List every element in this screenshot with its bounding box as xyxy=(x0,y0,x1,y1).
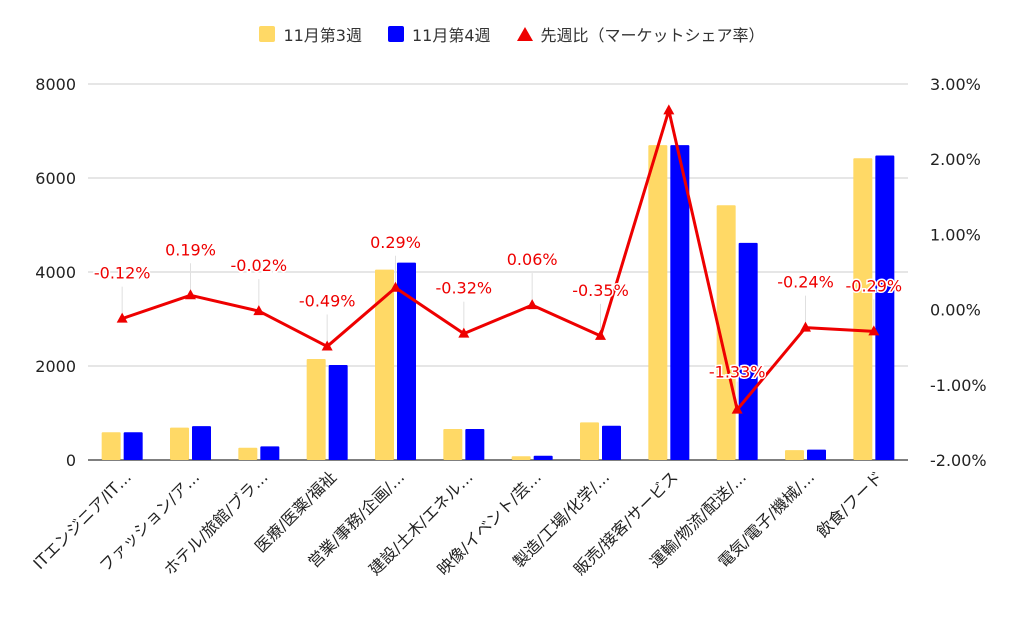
y-left-tick-label: 4000 xyxy=(35,263,76,282)
y-right-tick-label: 2.00% xyxy=(930,150,981,169)
line-data-label: 0.06% xyxy=(507,250,558,269)
line-data-label: -0.02% xyxy=(231,256,288,275)
y-right-tick-label: 3.00% xyxy=(930,75,981,94)
y-left-tick-label: 6000 xyxy=(35,169,76,188)
bar-week4 xyxy=(533,455,553,460)
bar-week4 xyxy=(875,155,895,460)
bar-week3 xyxy=(443,428,463,460)
bar-week4 xyxy=(260,446,280,460)
legend-label-week4: 11月第4週 xyxy=(411,26,491,45)
line-data-label: -0.49% xyxy=(299,291,356,310)
bar-week3 xyxy=(785,450,804,460)
bar-week4 xyxy=(192,426,211,460)
line-point-marker xyxy=(253,305,265,316)
y-right-tick-label: -1.00% xyxy=(930,376,987,395)
x-tick-label: 飲食/フード xyxy=(813,467,887,541)
bar-week3 xyxy=(238,447,258,460)
line-point-marker xyxy=(526,299,538,310)
bar-week3 xyxy=(375,269,394,460)
line-data-label: -0.29% xyxy=(846,276,903,295)
legend-label-share-ratio: 先週比（マーケットシェア率） xyxy=(540,26,765,45)
line-point-marker xyxy=(185,289,196,300)
line-share-ratio xyxy=(121,108,874,412)
line-point-marker xyxy=(458,327,470,338)
bar-week4 xyxy=(807,449,826,460)
y-left-tick-label: 2000 xyxy=(35,357,76,376)
line-point-marker xyxy=(595,329,606,340)
line-point-marker xyxy=(663,104,675,115)
legend-triangle-icon xyxy=(516,27,533,41)
bar-week3 xyxy=(101,432,121,460)
legend-swatch-week4 xyxy=(387,26,404,42)
legend-item-week3: 11月第3週 xyxy=(259,22,362,46)
line-data-label: -0.24% xyxy=(777,273,834,292)
line-data-label: 0.19% xyxy=(165,240,216,259)
line-point-marker xyxy=(800,321,811,332)
bar-week4 xyxy=(123,432,143,460)
bar-week3 xyxy=(853,158,873,460)
legend-item-share-ratio: 先週比（マーケットシェア率） xyxy=(516,22,765,46)
line-data-label: -0.32% xyxy=(436,279,493,298)
bar-week3 xyxy=(580,422,599,460)
legend-swatch-week3 xyxy=(259,26,276,42)
bar-week3 xyxy=(716,205,736,460)
y-left-tick-label: 0 xyxy=(66,451,76,470)
line-point-marker xyxy=(731,403,743,414)
line-data-label: -1.33% xyxy=(709,363,766,382)
legend-label-week3: 11月第3週 xyxy=(283,26,362,45)
y-right-tick-label: 0.00% xyxy=(930,301,981,320)
y-left-tick-label: 8000 xyxy=(35,75,76,94)
line-point-marker xyxy=(390,281,401,292)
bar-week4 xyxy=(738,242,758,460)
legend-item-week4: 11月第4週 xyxy=(387,22,491,46)
y-right-tick-label: -2.00% xyxy=(930,451,987,470)
line-point-marker xyxy=(321,340,333,351)
bar-week4 xyxy=(670,145,690,460)
bar-week3 xyxy=(648,145,668,460)
y-right-tick-label: 1.00% xyxy=(930,225,981,244)
bar-week4 xyxy=(397,262,416,460)
bar-week3 xyxy=(170,427,189,460)
bar-week3 xyxy=(511,456,531,460)
line-point-marker xyxy=(116,312,128,323)
bar-week4 xyxy=(602,425,621,460)
line-data-label: -0.12% xyxy=(94,264,151,283)
bar-week4 xyxy=(465,428,485,460)
line-data-label: -0.35% xyxy=(572,281,629,300)
legend: 11月第3週 11月第4週 先週比（マーケットシェア率） xyxy=(0,22,1024,46)
line-point-marker xyxy=(868,325,880,336)
line-data-label: 0.29% xyxy=(370,233,421,252)
bar-week4 xyxy=(328,365,348,460)
bar-week3 xyxy=(306,358,326,460)
